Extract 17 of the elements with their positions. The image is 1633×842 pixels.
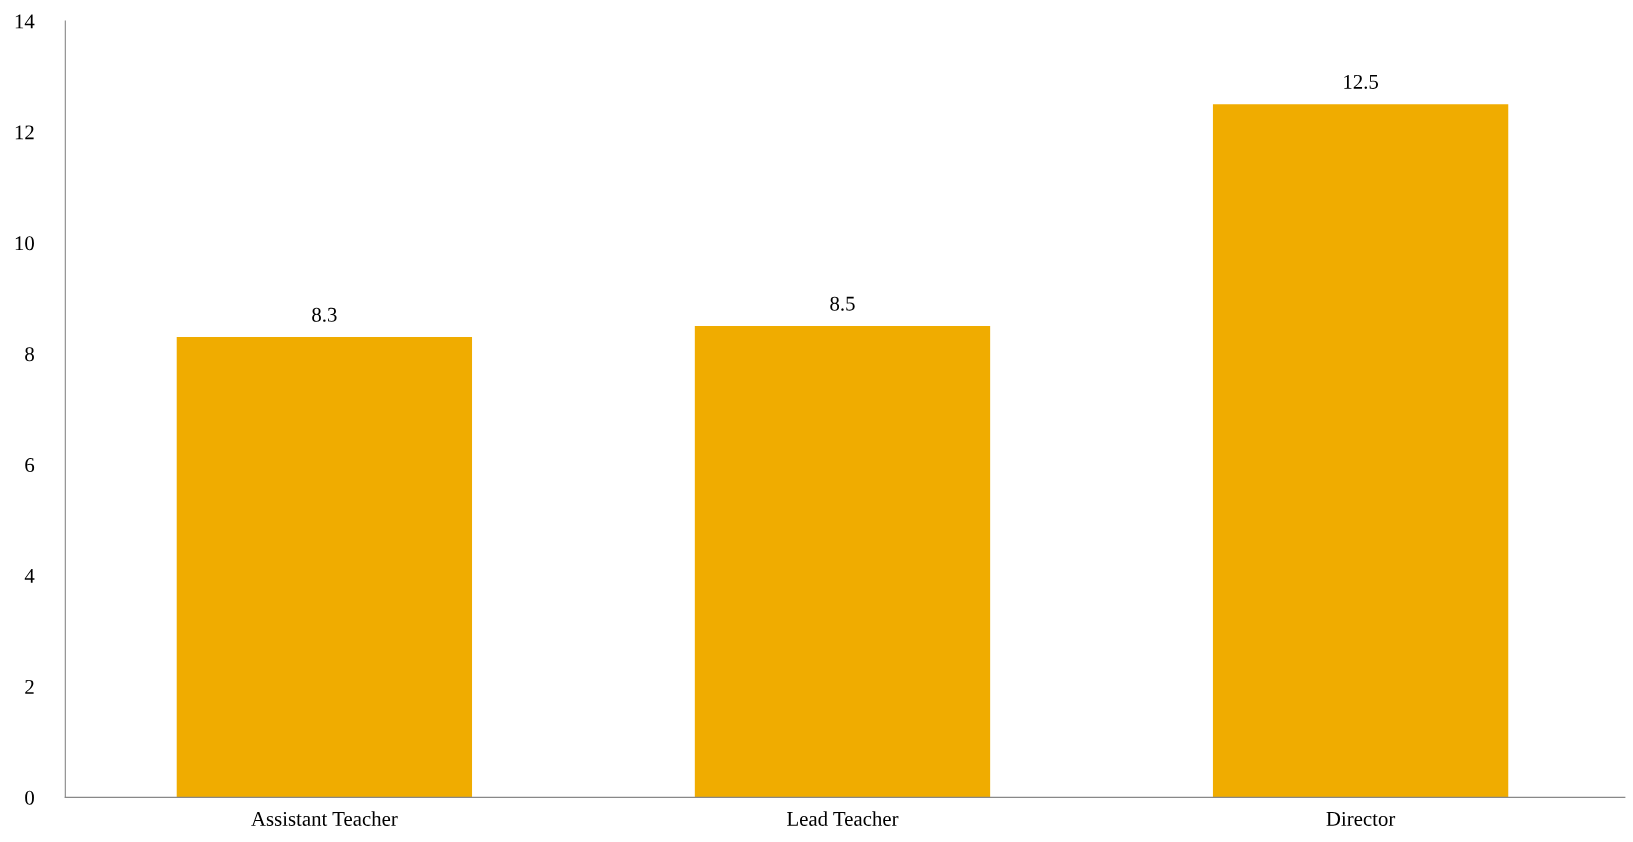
y-tick-label: 12 [15, 125, 34, 140]
x-tick-label: Assistant Teacher [251, 811, 398, 826]
y-tick-label: 14 [15, 14, 35, 29]
y-tick-label: 8 [25, 347, 34, 362]
bar [1212, 104, 1509, 798]
y-tick-label: 0 [25, 790, 34, 805]
x-tick-label: Lead Teacher [787, 811, 899, 826]
y-tick-label: 10 [15, 236, 34, 251]
y-tick-label: 4 [24, 569, 35, 583]
data-label: 8.3 [312, 307, 337, 322]
y-tick-label: 6 [25, 458, 35, 473]
data-label: 12.5 [1344, 74, 1379, 89]
bar [694, 326, 991, 798]
x-tick-label: Director [1326, 811, 1396, 826]
bar [176, 337, 473, 798]
data-label: 8.5 [830, 296, 855, 311]
y-tick-label: 2 [25, 679, 34, 694]
